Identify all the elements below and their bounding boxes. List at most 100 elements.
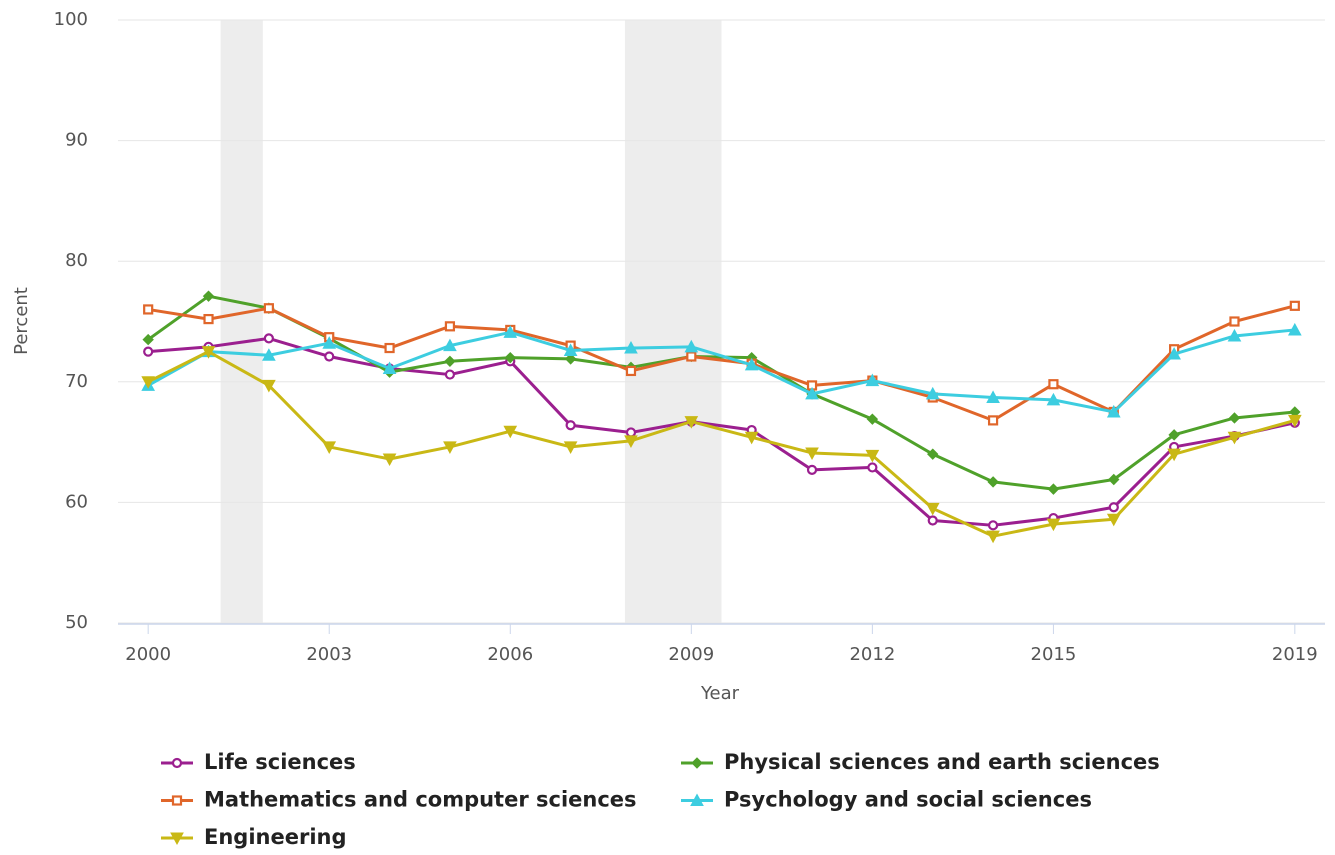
point xyxy=(203,313,214,325)
point xyxy=(1167,448,1181,462)
point xyxy=(263,303,274,314)
point xyxy=(563,441,578,454)
point xyxy=(202,290,215,302)
x-axis-label: Year xyxy=(700,683,740,704)
legend-marker xyxy=(171,757,183,769)
point xyxy=(263,333,274,344)
point xyxy=(925,502,940,516)
x-tick-label: 2015 xyxy=(1031,644,1077,665)
y-tick-label: 50 xyxy=(65,612,88,633)
point xyxy=(563,343,578,356)
point xyxy=(324,351,335,362)
point xyxy=(141,376,156,389)
point xyxy=(322,441,337,454)
shaded-band xyxy=(220,20,263,623)
point xyxy=(987,476,999,488)
point xyxy=(201,346,216,359)
legend-item: Life sciences xyxy=(161,750,356,774)
point xyxy=(382,453,397,467)
point xyxy=(564,353,577,365)
point xyxy=(624,435,638,448)
point xyxy=(1108,502,1119,513)
point xyxy=(443,338,457,352)
y-tick-label: 100 xyxy=(54,9,88,30)
x-tick-label: 2019 xyxy=(1272,644,1318,665)
point xyxy=(866,413,879,425)
point xyxy=(1287,414,1302,428)
legend-item: Mathematics and computer sciences xyxy=(161,788,637,812)
point xyxy=(686,351,697,362)
point xyxy=(927,515,938,526)
y-tick-label: 70 xyxy=(65,371,88,392)
point xyxy=(684,339,699,353)
point xyxy=(1167,347,1181,360)
point xyxy=(503,325,518,338)
series-line xyxy=(147,304,1296,422)
point xyxy=(744,431,759,445)
point xyxy=(805,386,819,400)
point xyxy=(867,462,878,473)
point xyxy=(624,340,638,354)
point xyxy=(384,342,395,354)
legend-item: Psychology and social sciences xyxy=(681,788,1092,812)
point xyxy=(143,304,154,315)
series-line xyxy=(147,328,1295,414)
legend-label: Life sciences xyxy=(204,750,356,774)
y-tick-label: 60 xyxy=(65,491,88,512)
point xyxy=(565,420,576,431)
point xyxy=(684,416,699,429)
point xyxy=(1106,513,1121,527)
point xyxy=(625,365,637,377)
y-tick-label: 80 xyxy=(65,250,88,271)
point xyxy=(503,425,518,439)
point xyxy=(382,361,397,375)
legend-label: Engineering xyxy=(204,825,347,849)
point xyxy=(444,321,456,332)
point xyxy=(1289,300,1300,311)
point xyxy=(806,464,818,475)
point xyxy=(143,346,154,357)
shaded-band xyxy=(624,20,722,623)
point xyxy=(1046,392,1061,406)
point xyxy=(625,427,637,438)
point xyxy=(444,369,456,380)
legend-marker xyxy=(171,795,183,806)
point xyxy=(927,448,939,460)
point xyxy=(744,357,759,371)
point xyxy=(865,449,880,463)
point xyxy=(986,390,1000,403)
x-tick-label: 2009 xyxy=(668,644,714,665)
legend-label: Physical sciences and earth sciences xyxy=(724,750,1160,774)
legend-marker xyxy=(691,757,703,769)
point xyxy=(262,379,276,393)
point xyxy=(1108,473,1120,486)
point xyxy=(805,447,819,460)
point xyxy=(262,348,276,361)
point xyxy=(1287,322,1302,336)
y-tick-label: 90 xyxy=(65,130,88,151)
point xyxy=(925,386,940,400)
legend-label: Psychology and social sciences xyxy=(724,788,1092,812)
point xyxy=(1227,431,1242,445)
point xyxy=(1168,429,1180,441)
x-tick-label: 2006 xyxy=(487,644,533,665)
legend-item: Physical sciences and earth sciences xyxy=(681,750,1160,774)
point xyxy=(1048,379,1059,390)
point xyxy=(142,333,154,346)
point xyxy=(504,351,516,364)
point xyxy=(322,336,337,349)
legend-marker xyxy=(690,793,704,806)
point xyxy=(1228,412,1241,424)
point xyxy=(1229,316,1240,327)
x-tick-label: 2012 xyxy=(849,644,895,665)
point xyxy=(987,520,999,531)
series-line xyxy=(148,336,1296,527)
point xyxy=(1046,518,1061,532)
legend-item: Engineering xyxy=(161,825,347,849)
series xyxy=(141,346,1302,544)
series xyxy=(141,322,1302,418)
point xyxy=(1227,328,1242,342)
point xyxy=(987,415,999,426)
point xyxy=(443,441,457,454)
